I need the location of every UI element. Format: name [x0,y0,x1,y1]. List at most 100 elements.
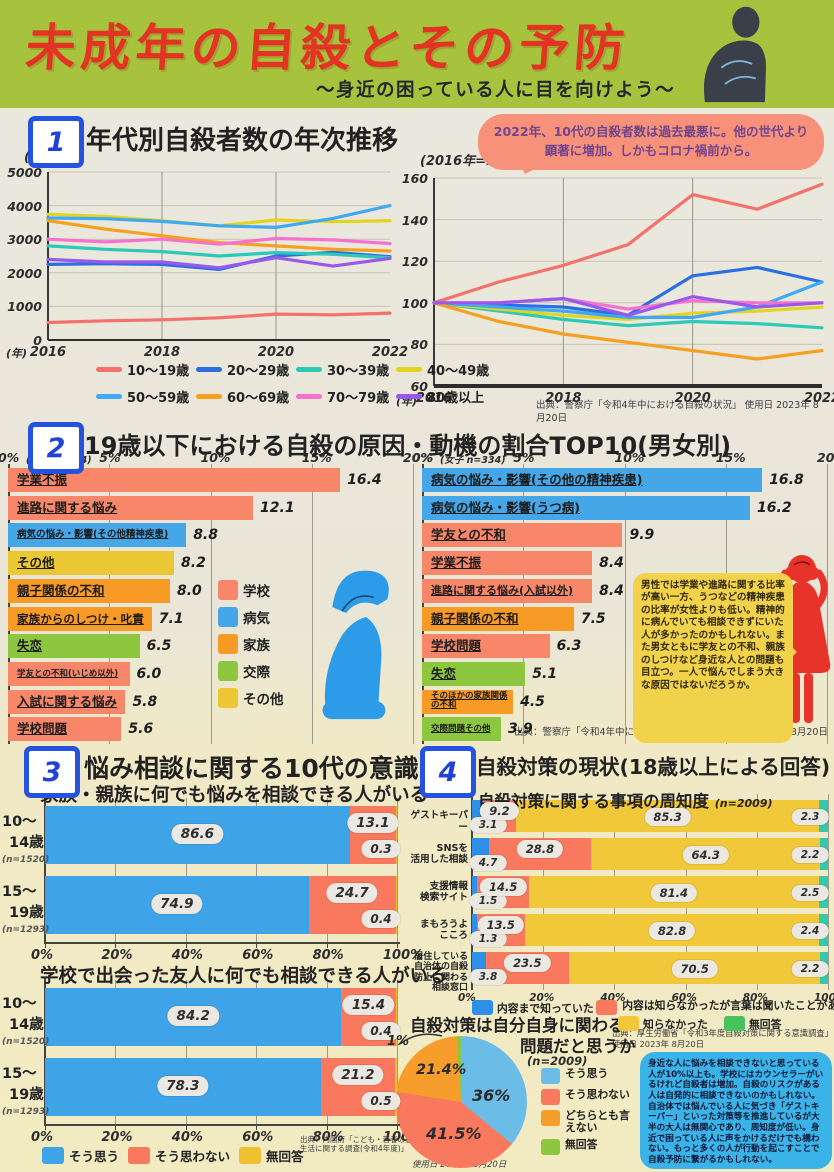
value-chip: 84.2 [167,1006,219,1026]
consult-legend: そう思う そう思わない 無回答 [42,1146,304,1165]
bar-x-tick: 10% [614,450,645,465]
value-chip: 82.8 [648,922,696,940]
legend-item: 交際 [218,661,284,681]
tick-mark [397,942,398,948]
legend-item: 40〜49歳 [396,360,496,379]
bar-病気の悩み・影響(その他精神疾患): 病気の悩み・影響(その他精神疾患) [8,523,187,548]
legend-label: どちらとも言えない [565,1109,630,1135]
row-label-line: 自治体の自殺 [413,962,468,973]
grid3 [326,980,328,1124]
legend-item: そう思わない [128,1146,230,1165]
bar-value: 7.5 [580,610,606,627]
segment-無回答 [395,988,397,1046]
bar-label: 学校問題 [431,638,482,654]
grid3 [185,980,187,1124]
legend-item: 内容まで知っていた [472,1000,594,1016]
tick-mark [256,942,258,948]
segment-無回答 [395,876,397,934]
section1-badge: 1 [28,116,84,168]
segment-無回答 [395,806,397,864]
row-label-line: (n=1520) [2,855,50,865]
pie-value-どちらとも言えない: 21.4% [416,1062,467,1078]
bar-x-tick: 20% [403,450,433,465]
pie-value-そう思わない: 41.5% [426,1124,482,1143]
legend-item: そう思う [42,1146,119,1165]
grid-20% [413,464,414,744]
tick-mark [45,1124,46,1130]
value-chip: 85.3 [644,808,691,826]
tick-mark [397,1124,398,1130]
x-tick: 2018 [143,345,181,360]
stack4-x-tick: 0% [458,992,476,1004]
row-label-line: 支援情報 [429,880,468,892]
bar-学業不振: 学業不振 [422,551,593,576]
bar-label: 病気の悩み・影響(その他精神疾患) [17,529,169,541]
bar-label: 進路に関する悩み(入試以外) [431,583,574,597]
legend-label: そう思う [69,1149,120,1164]
value-chip: 64.3 [682,846,729,864]
bar-学校問題: 学校問題 [8,717,122,742]
legend-label: 内容は知らなかったが言葉は聞いたことがある [622,999,834,1012]
stack-x-tick: 0% [31,948,54,963]
legend-item: そう思わない [541,1088,631,1105]
legend-label: 病気 [243,611,270,627]
legend-item: 80歳以上 [396,387,496,406]
section2-title: 19歳以下における自殺の原因・動機の割合TOP10(男女別) [84,432,732,460]
value-chip: 3.8 [469,969,507,985]
stack-x-tick: 20% [101,948,133,963]
bar-x-tick: 10% [200,450,231,465]
legend-item: 20〜29歳 [196,360,296,379]
legend-item: 内容は知らなかったが言葉は聞いたことがある [596,999,834,1015]
legend-item: 学校 [218,580,284,600]
legend-label: そう思う [565,1067,609,1080]
section1-callout: 2022年、10代の自殺者数は過去最悪に。他の世代より顕著に増加。しかもコロナ禍… [478,114,824,170]
bar-親子関係の不和: 親子関係の不和 [422,606,574,631]
row-label-line: 相談窓口 [431,983,468,994]
section3-title: 悩み相談に関する10代の意識 [84,754,419,783]
y-tick: 160 [401,171,428,186]
x-tick: 2016 [29,345,67,360]
x-tick: 2020 [674,391,711,406]
tick-mark [326,942,328,948]
bar-label: 病気の悩み・影響(その他の精神疾患) [431,472,643,487]
legend-item: 50〜59歳 [96,387,196,406]
series-10〜19歳 [46,311,392,325]
bar-label: 進路に関する悩み [17,499,118,515]
value-chip: 3.1 [469,817,507,833]
bar-失恋: 失恋 [8,634,140,659]
grid3 [115,980,117,1124]
bar-value: 5.8 [132,693,158,710]
bar-value: 6.0 [136,665,162,682]
stack-y-axis [44,978,46,1124]
section2-number: 2 [46,432,66,464]
header-banner: 未成年の自殺とその予防 〜身近の困っている人に目を向けよう〜 [0,0,834,108]
row-label-line: 活用した相談 [410,853,468,865]
legend-item: 病気 [218,607,284,627]
value-chip: 78.3 [157,1076,209,1096]
bar-x-tick: 5% [513,450,535,465]
y-tick: 120 [401,254,428,270]
bar-value: 9.9 [629,527,655,544]
grid3 [256,798,258,942]
bar-value: 6.5 [146,638,172,655]
section4-number: 4 [438,756,458,788]
tick-mark [326,1124,328,1130]
pie-own-problem [395,1036,527,1168]
legend-swatch [218,661,238,681]
legend-swatch [541,1089,560,1105]
stack-x-tick: 100% [383,948,424,963]
bar-value: 12.1 [260,499,295,516]
value-chip: 86.6 [171,824,224,844]
crouching-person-icon [703,6,767,103]
bar-その他: その他 [8,551,175,576]
row-label-line: 14歳 [9,835,44,851]
series-80歳以上 [46,256,392,270]
grid-10% [624,464,626,744]
stack-x-tick: 60% [242,1130,274,1145]
bar-そのほかの家族関係の不和: そのほかの家族関係の不和 [422,689,514,714]
despairing-boy-icon [322,570,389,720]
series-50〜59歳 [46,203,392,230]
bar-value: 16.2 [757,499,792,516]
legend-item: 無回答 [541,1139,631,1156]
